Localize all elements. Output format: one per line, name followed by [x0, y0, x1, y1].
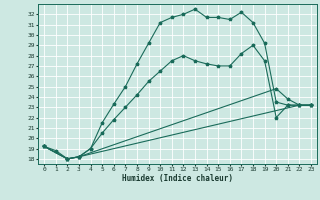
- X-axis label: Humidex (Indice chaleur): Humidex (Indice chaleur): [122, 174, 233, 183]
